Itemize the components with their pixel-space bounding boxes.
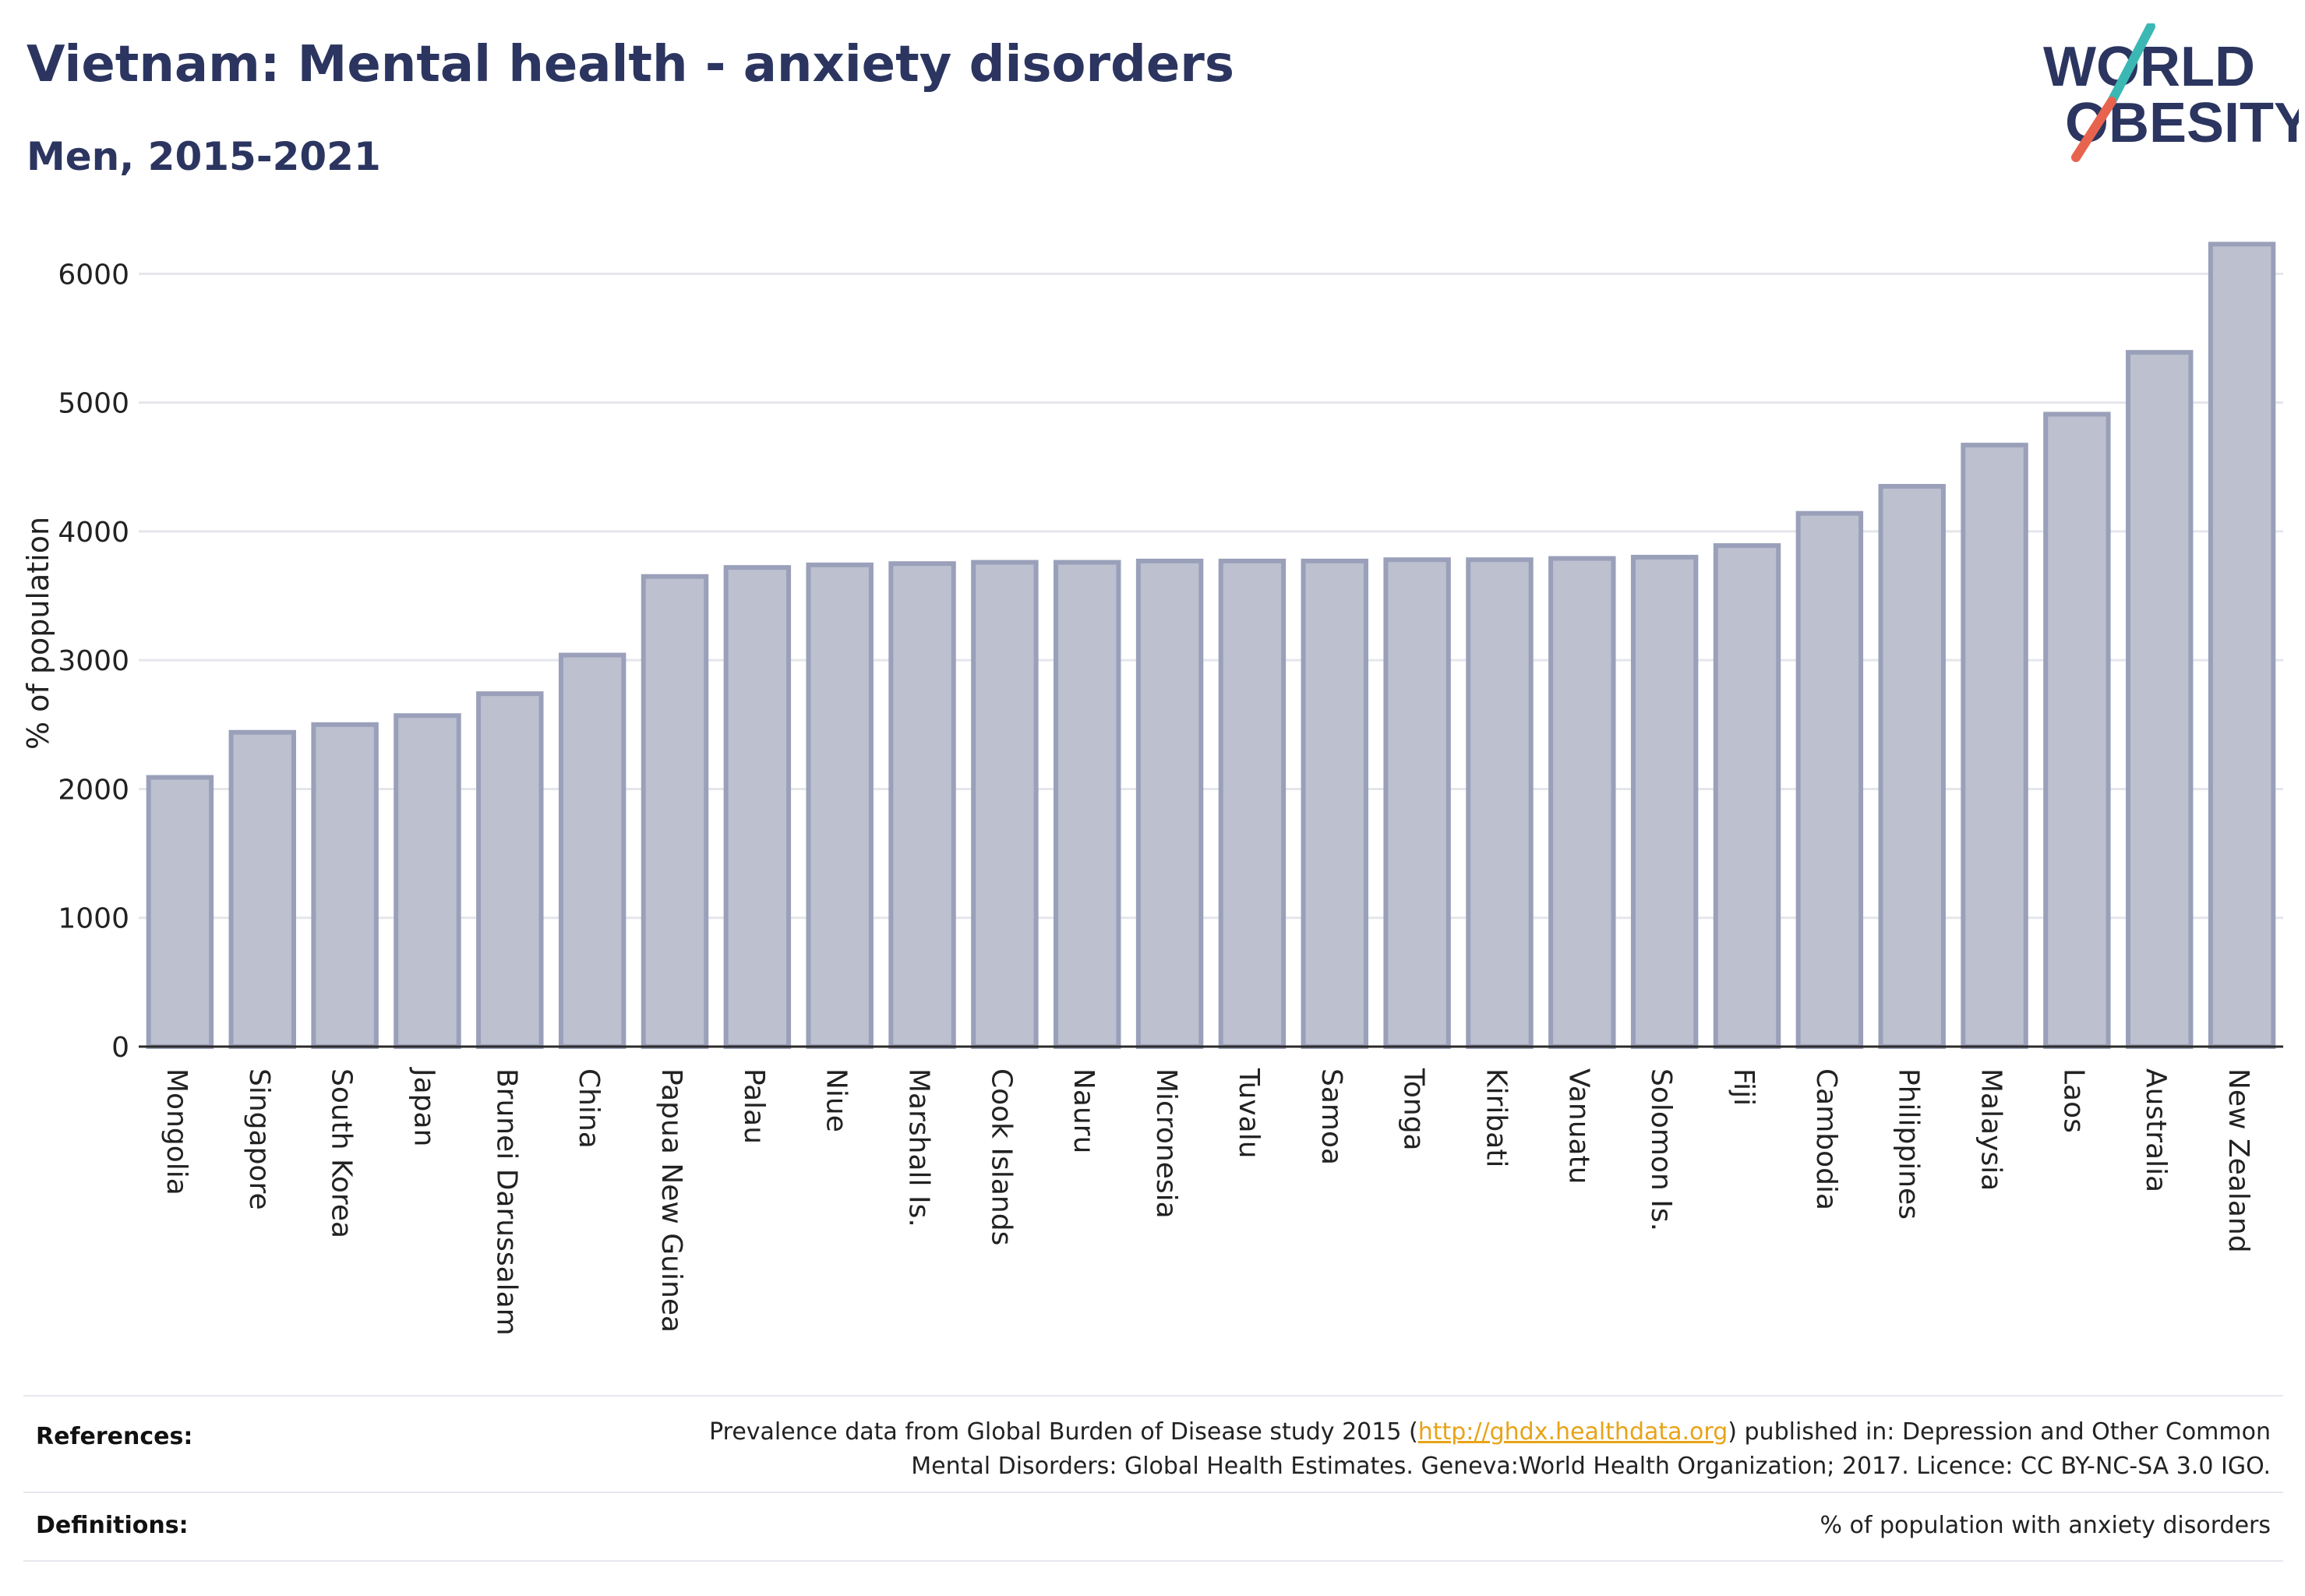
x-tick-label: Brunei Darussalam <box>490 1068 522 1336</box>
x-tick-label: Nauru <box>1068 1068 1100 1153</box>
bar-kiribati[interactable] <box>1466 557 1534 1049</box>
x-tick-label: Palau <box>738 1068 770 1144</box>
x-tick-label: Cambodia <box>1810 1068 1842 1210</box>
y-tick-label: 1000 <box>58 903 129 935</box>
logo-slash-teal <box>2107 23 2155 106</box>
world-obesity-logo: WORLD OBESITY <box>2043 23 2299 162</box>
logo-slash-coral <box>2071 97 2116 162</box>
x-tick-label: Solomon Is. <box>1645 1068 1677 1231</box>
definitions-label: Definitions: <box>36 1512 189 1539</box>
x-tick-label: Cook Islands <box>985 1068 1017 1245</box>
bar-palau[interactable] <box>723 565 792 1049</box>
bar-marshall-is[interactable] <box>888 561 956 1049</box>
y-tick-label: 3000 <box>58 645 129 677</box>
logo-word-world: WORLD <box>2043 36 2255 98</box>
bar-singapore[interactable] <box>228 729 296 1049</box>
chart-title: Vietnam: Mental health - anxiety disorde… <box>26 36 1234 94</box>
y-tick-labels: 0 1000 2000 3000 4000 5000 6000 <box>58 259 129 1064</box>
bar-micronesia[interactable] <box>1135 558 1204 1049</box>
y-axis-label: % of population <box>21 517 55 750</box>
bar-cook-islands[interactable] <box>971 560 1039 1049</box>
references-line2: Mental Disorders: Global Health Estimate… <box>911 1453 2271 1480</box>
x-tick-label: Laos <box>2057 1068 2089 1133</box>
bar-fiji[interactable] <box>1713 543 1781 1049</box>
references-line1-post: ) published in: Depression and Other Com… <box>1728 1418 2271 1446</box>
bar-vanuatu[interactable] <box>1548 556 1616 1049</box>
x-tick-label: Singapore <box>243 1068 275 1210</box>
bar-australia[interactable] <box>2126 350 2194 1049</box>
definitions-row: Definitions: % of population with anxiet… <box>23 1492 2283 1562</box>
bar-south-korea[interactable] <box>311 722 379 1049</box>
x-tick-label: Micronesia <box>1150 1068 1182 1219</box>
x-tick-label: Tuvalu <box>1233 1068 1265 1159</box>
x-tick-label: Samoa <box>1315 1068 1347 1165</box>
y-tick-label: 5000 <box>58 388 129 420</box>
x-tick-label: New Zealand <box>2222 1068 2254 1253</box>
bar-laos[interactable] <box>2043 411 2111 1049</box>
chart-subtitle: Men, 2015-2021 <box>26 134 381 179</box>
bar-japan[interactable] <box>394 713 461 1049</box>
x-tick-label: Marshall Is. <box>903 1068 935 1227</box>
x-tick-label: South Korea <box>326 1068 358 1238</box>
y-tick-label: 4000 <box>58 517 129 549</box>
bar-new-zealand[interactable] <box>2208 242 2276 1050</box>
logo-word-obesity: OBESITY <box>2065 92 2299 154</box>
bar-cambodia[interactable] <box>1795 510 1864 1049</box>
references-text: Prevalence data from Global Burden of Di… <box>709 1415 2271 1484</box>
x-tick-label: China <box>573 1068 605 1149</box>
y-tick-label: 0 <box>111 1032 129 1064</box>
bar-papua-new-guinea[interactable] <box>641 574 709 1049</box>
bar-tuvalu[interactable] <box>1218 558 1287 1049</box>
x-tick-label: Kiribati <box>1480 1068 1512 1167</box>
references-link[interactable]: http://ghdx.healthdata.org <box>1417 1418 1728 1446</box>
bar-china[interactable] <box>558 652 627 1050</box>
x-tick-label: Fiji <box>1728 1068 1760 1106</box>
bar-samoa[interactable] <box>1301 558 1368 1049</box>
y-tick-label: 6000 <box>58 259 129 291</box>
x-tick-label: Australia <box>2140 1068 2172 1192</box>
bars-layer <box>146 242 2276 1050</box>
x-tick-label: Vanuatu <box>1562 1068 1594 1185</box>
bar-chart: 0 1000 2000 3000 4000 5000 6000 Mongolia Singap… <box>21 242 2283 1336</box>
definitions-text: % of population with anxiety disorders <box>1820 1512 2271 1539</box>
bar-malaysia[interactable] <box>1961 443 2028 1049</box>
references-row: References: Prevalence data from Global … <box>23 1395 2283 1490</box>
y-tick-label: 2000 <box>58 774 129 806</box>
x-tick-labels: Mongolia Singapore South Korea Japan Brunei … <box>161 1067 2254 1336</box>
references-line1-pre: Prevalence data from Global Burden of Di… <box>709 1418 1418 1446</box>
bar-brunei-darussalam[interactable] <box>476 691 544 1049</box>
x-tick-label: Malaysia <box>1975 1068 2007 1191</box>
x-tick-label: Tonga <box>1398 1068 1430 1151</box>
x-tick-label: Philippines <box>1893 1068 1925 1220</box>
bar-tonga[interactable] <box>1383 557 1451 1049</box>
x-tick-label: Mongolia <box>161 1068 192 1195</box>
x-tick-label: Niue <box>821 1068 852 1132</box>
bar-mongolia[interactable] <box>146 775 214 1050</box>
x-tick-label: Japan <box>408 1067 439 1146</box>
bar-niue[interactable] <box>806 562 874 1049</box>
bar-nauru[interactable] <box>1054 560 1121 1049</box>
bar-solomon-is[interactable] <box>1630 554 1699 1049</box>
bar-philippines[interactable] <box>1878 484 1946 1049</box>
x-tick-label: Papua New Guinea <box>655 1068 687 1333</box>
references-label: References: <box>36 1423 193 1450</box>
